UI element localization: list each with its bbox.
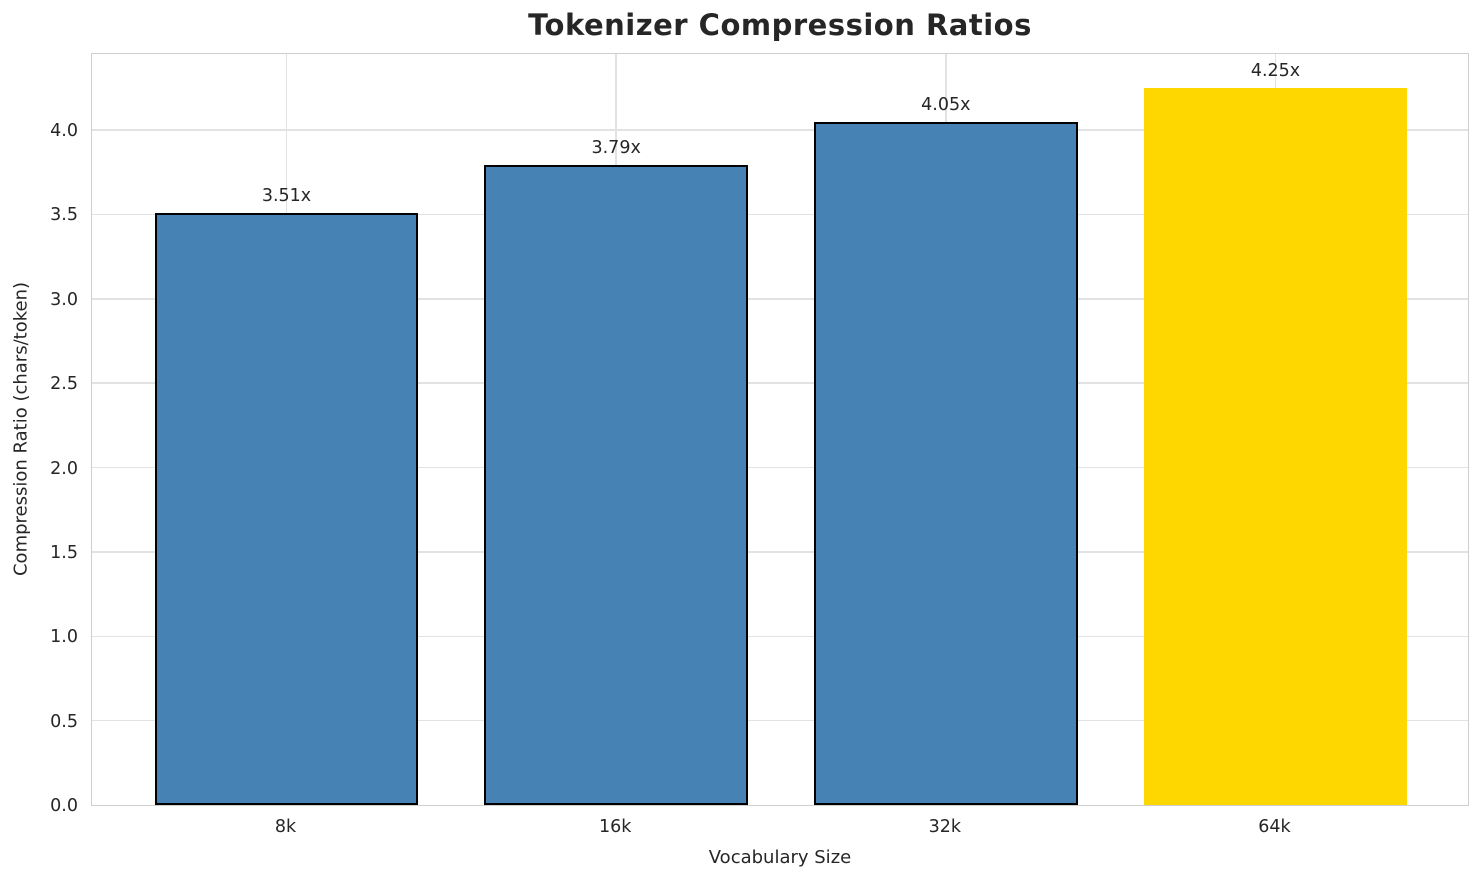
y-tick-label: 1.0: [50, 627, 78, 648]
y-tick-label: 2.5: [50, 374, 78, 395]
y-axis-label: Compression Ratio (chars/token): [10, 281, 32, 577]
h-gridline: [92, 466, 1468, 469]
bar-32k: [813, 121, 1078, 805]
bar-value-label: 3.51x: [261, 185, 312, 206]
y-tick-label: 2.0: [50, 458, 78, 479]
x-tick-label-8k: 8k: [274, 817, 297, 837]
bar-64k: [1143, 87, 1408, 805]
x-axis-label: Vocabulary Size: [708, 847, 852, 868]
bar-16k: [484, 165, 749, 805]
bar-value-label: 4.05x: [921, 94, 971, 115]
plot-area: 3.51x 3.79x 4.05x 4.25x: [91, 53, 1469, 806]
h-gridline: [92, 382, 1468, 384]
x-tick-label-32k: 32k: [928, 817, 962, 837]
y-tick-label: 3.0: [50, 289, 78, 310]
x-tick-label-16k: 16k: [598, 817, 632, 837]
y-tick-label: 4.0: [50, 121, 78, 142]
bar-value-label: 3.79x: [591, 138, 641, 159]
y-tick-label: 3.5: [50, 205, 78, 226]
h-gridline: [92, 635, 1468, 638]
h-gridline: [92, 719, 1468, 722]
y-tick-label: 0.0: [50, 796, 78, 816]
h-gridline: [92, 213, 1468, 216]
bar-value-label: 4.25x: [1250, 60, 1301, 81]
h-gridline: [92, 129, 1468, 131]
h-gridline: [92, 551, 1468, 553]
chart-title: Tokenizer Compression Ratios: [528, 8, 1032, 42]
bar-8k: [154, 212, 419, 805]
y-tick-label: 0.5: [50, 711, 78, 732]
x-tick-label-64k: 64k: [1258, 817, 1291, 837]
h-gridline: [92, 298, 1468, 300]
y-tick-label: 1.5: [50, 542, 78, 563]
